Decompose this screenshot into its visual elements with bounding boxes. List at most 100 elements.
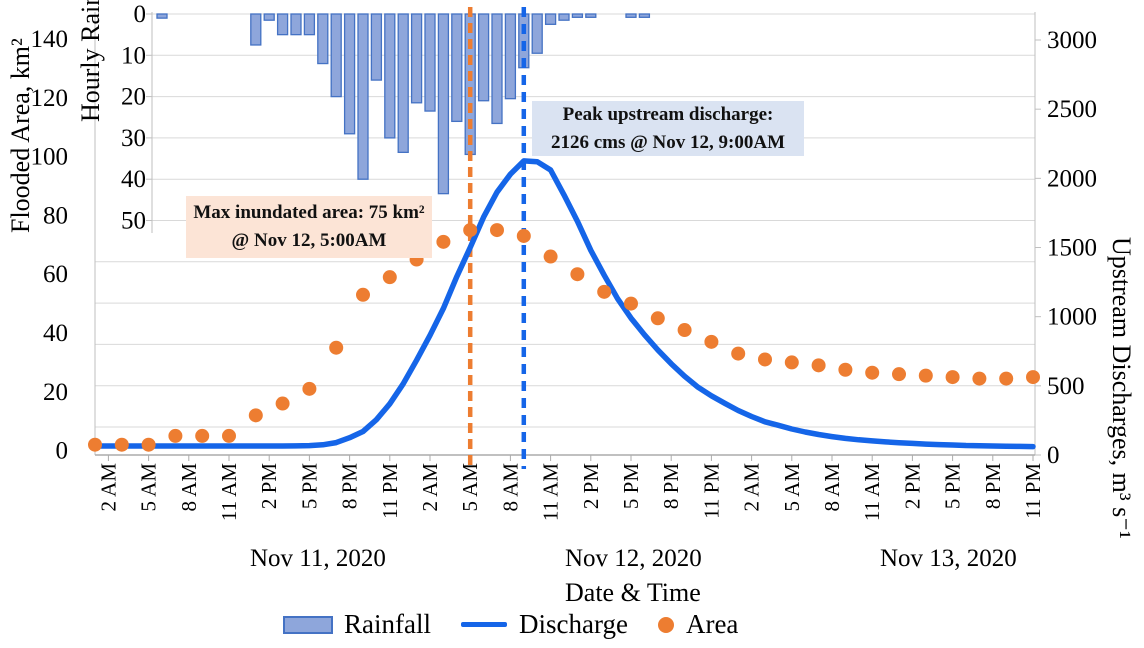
area-dot	[918, 368, 933, 383]
area-dot	[1026, 370, 1040, 385]
x-tick-label: 5 PM	[297, 463, 321, 509]
area-dot	[892, 367, 906, 382]
legend-item-area: Area	[657, 609, 739, 640]
rain-tick-label: 40	[121, 166, 146, 193]
area-dot	[88, 437, 102, 452]
x-tick-label: 8 PM	[338, 463, 362, 509]
rainfall-bar	[317, 13, 329, 65]
discharge-tick-label: 1000	[1047, 304, 1097, 331]
rainfall-bar	[263, 13, 275, 21]
x-tick-label: 5 AM	[780, 463, 804, 512]
rainfall-bar	[504, 13, 517, 100]
discharge-line-icon	[460, 622, 507, 627]
rainfall-bar	[370, 13, 383, 81]
rainfall-bar	[638, 13, 651, 18]
x-tick-label: 11 PM	[378, 463, 402, 519]
discharge-tick-label: 0	[1047, 442, 1060, 469]
rainfall-bar	[477, 13, 490, 102]
area-tick-label: 100	[31, 144, 69, 171]
rainfall-bar	[625, 13, 637, 18]
rainfall-bar	[290, 13, 302, 36]
area-dot	[141, 437, 156, 452]
x-tick-label: 8 AM	[498, 463, 522, 512]
discharge-tick-label: 2000	[1047, 165, 1097, 192]
x-tick-label: 2 PM	[257, 463, 281, 509]
x-tick-label: 8 PM	[981, 463, 1005, 509]
rainfall-bar	[558, 13, 570, 21]
x-tick-label: 8 PM	[659, 463, 683, 509]
legend-item-rainfall: Rainfall	[283, 609, 431, 640]
x-tick-label: 2 PM	[900, 463, 924, 509]
max-area-annotation: Max inundated area: 75 km² @ Nov 12, 5:0…	[186, 196, 432, 258]
x-tick-label: 11 AM	[539, 463, 563, 521]
area-dot	[436, 234, 451, 249]
rainfall-bar	[330, 13, 342, 98]
rainfall-bar	[303, 13, 316, 36]
area-tick-label: 80	[43, 202, 68, 229]
area-dot	[222, 428, 236, 443]
x-tick-label: 11 PM	[699, 463, 723, 519]
rainfall-bar	[424, 13, 436, 112]
x-tick-label: 2 AM	[418, 463, 442, 512]
x-tick-label: 11 AM	[217, 463, 241, 521]
area-dot	[302, 381, 317, 396]
area-dot	[624, 296, 638, 311]
rain-tick-label: 50	[121, 208, 146, 235]
chart-legend: Rainfall Discharge Area	[283, 609, 738, 640]
area-dot	[972, 371, 987, 386]
rainfall-bar	[544, 13, 557, 25]
x-tick-label: 5 PM	[619, 463, 643, 509]
rainfall-bar	[531, 13, 543, 54]
area-tick-label: 20	[43, 379, 68, 406]
rain-tick-label: 30	[121, 125, 146, 152]
area-dot	[490, 223, 504, 238]
area-dot	[811, 358, 826, 373]
area-dot	[650, 311, 665, 326]
rain-tick-label: 0	[134, 1, 147, 28]
legend-item-discharge: Discharge	[460, 609, 628, 640]
area-dot	[999, 371, 1014, 386]
area-dot	[570, 267, 585, 282]
peak-discharge-annotation-line1: Peak upstream discharge:	[562, 103, 774, 125]
rainfall-bar	[397, 13, 409, 154]
area-dot	[677, 323, 692, 338]
x-tick-label: 8 AM	[820, 463, 844, 512]
area-dot	[945, 370, 960, 385]
rainfall-bar	[571, 13, 584, 18]
area-dot	[597, 284, 612, 299]
area-dot	[543, 249, 558, 264]
rainfall-bar	[343, 13, 356, 135]
legend-label-discharge: Discharge	[518, 609, 628, 639]
area-dot	[516, 228, 531, 243]
discharge-tick-label: 2500	[1047, 96, 1097, 123]
x-tick-label: 8 AM	[177, 463, 201, 512]
legend-label-area: Area	[685, 609, 739, 639]
rainfall-bar	[464, 13, 476, 156]
x-tick-label: 2 AM	[96, 463, 120, 512]
rainfall-bar	[585, 13, 597, 18]
rainfall-bar	[250, 13, 262, 46]
max-area-annotation-line1: Max inundated area: 75 km²	[193, 202, 425, 224]
rainfall-bar	[156, 13, 168, 19]
x-tick-label: 2 PM	[579, 463, 603, 509]
area-dot-icon	[657, 616, 674, 633]
rainfall-bar	[491, 13, 503, 125]
area-tick-label: 60	[43, 261, 68, 288]
x-tick-label: 5 AM	[458, 463, 482, 512]
rainfall-bar	[384, 13, 396, 139]
area-dot	[195, 428, 210, 443]
rainfall-bar	[410, 13, 423, 104]
x-tick-label: 11 AM	[860, 463, 884, 521]
area-dot	[356, 287, 370, 302]
area-dot	[329, 340, 344, 355]
area-tick-label: 40	[43, 320, 68, 347]
area-dot	[838, 362, 853, 377]
area-dot	[784, 355, 799, 370]
discharge-tick-label: 500	[1047, 373, 1085, 400]
area-dot	[382, 270, 397, 285]
max-area-annotation-line2: @ Nov 12, 5:00AM	[231, 230, 387, 251]
rain-tick-label: 10	[121, 42, 146, 69]
peak-discharge-annotation: Peak upstream discharge: 2126 cms @ Nov …	[532, 101, 804, 156]
x-tick-label: 5 AM	[137, 463, 161, 512]
